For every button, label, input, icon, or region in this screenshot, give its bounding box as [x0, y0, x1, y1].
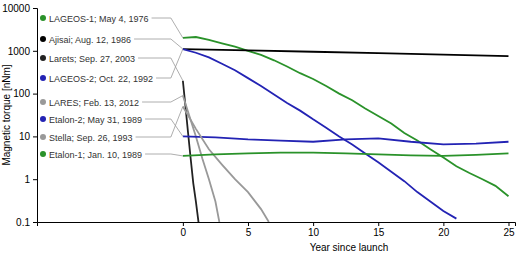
series-line [183, 49, 509, 56]
y-tick: 1 [24, 174, 37, 185]
legend-leader [136, 106, 183, 137]
legend-marker [40, 134, 46, 140]
x-tick: 20 [438, 222, 450, 238]
legend-leader [134, 39, 183, 49]
x-tick: 15 [373, 222, 385, 238]
y-tick-mark [33, 94, 37, 95]
x-tick-label: 20 [438, 227, 450, 238]
x-tick-mark [313, 222, 314, 226]
y-tick-mark [33, 136, 37, 137]
series-group [183, 37, 509, 222]
x-axis: 0 5 10 15 20 25 [38, 222, 516, 238]
series-line [183, 136, 509, 144]
x-tick-label: 25 [503, 227, 515, 238]
chart: 0 5 10 15 20 25 0.1 1 10 100 1000 10000 LAGEOS-1; Ma… [0, 0, 523, 255]
y-tick: 1000 [8, 46, 37, 57]
y-tick-label: 10 [19, 131, 31, 142]
legend-marker [40, 55, 46, 61]
y-tick-label: 1000 [8, 46, 31, 57]
legend-label: LARES; Feb. 13, 2012 [49, 98, 139, 108]
legend-item: Etalon-1; Jan. 10, 1989 [40, 150, 183, 160]
y-tick-label: 0.1 [16, 217, 30, 228]
legend-leader [142, 96, 183, 102]
y-axis-line [33, 9, 38, 223]
y-tick-label: 10000 [2, 3, 30, 14]
legend-leader [152, 18, 183, 38]
x-tick-mark [248, 222, 249, 226]
y-tick-mark [33, 51, 37, 52]
series-line [183, 49, 457, 219]
series-line [183, 37, 509, 196]
y-tick: 10 [19, 131, 37, 142]
x-tick-label: 5 [246, 227, 252, 238]
y-axis-title: Magnetic torque [nNm] [1, 64, 12, 165]
legend-marker [40, 99, 46, 105]
legend-marker [40, 151, 46, 157]
y-tick: 10000 [2, 3, 37, 14]
x-tick-mark [183, 222, 184, 226]
y-tick-label: 100 [13, 88, 30, 99]
legend-item: Stella; Sep. 26, 1993 [40, 106, 183, 142]
x-tick-label: 15 [373, 227, 385, 238]
series-line [183, 153, 509, 156]
legend-label: Larets; Sep. 27, 2003 [49, 54, 135, 64]
legend-label: Stella; Sep. 26, 1993 [49, 133, 133, 143]
legend: LAGEOS-1; May 4, 1976 Ajisai; Aug. 12, 19… [40, 14, 183, 160]
legend-marker [40, 75, 46, 81]
y-tick-mark [33, 8, 37, 9]
legend-label: Etalon-2; May 31, 1989 [49, 115, 142, 125]
legend-label: Ajisai; Aug. 12, 1986 [49, 35, 131, 45]
x-tick-label: 10 [308, 227, 320, 238]
y-tick: 0.1 [16, 217, 37, 228]
y-tick: 100 [13, 88, 37, 99]
legend-marker [40, 36, 46, 42]
y-tick-label: 1 [24, 174, 30, 185]
x-tick: 25 [503, 222, 515, 238]
x-tick: 0 [181, 222, 187, 238]
x-axis-line [38, 223, 516, 227]
x-tick-mark [378, 222, 379, 226]
x-tick: 10 [308, 222, 320, 238]
series-line [183, 106, 269, 222]
legend-label: Etalon-1; Jan. 10, 1989 [49, 150, 142, 160]
legend-marker [40, 15, 46, 21]
x-tick: 5 [246, 222, 252, 238]
y-tick-mark [33, 222, 37, 223]
legend-leader [145, 154, 183, 156]
plot: 0 5 10 15 20 25 0.1 1 10 100 1000 10000 LAGEOS-1; Ma… [2, 3, 515, 238]
x-tick-mark [508, 222, 509, 226]
legend-item: Ajisai; Aug. 12, 1986 [40, 35, 183, 50]
legend-label: LAGEOS-1; May 4, 1976 [49, 14, 149, 24]
legend-item: LARES; Feb. 13, 2012 [40, 96, 183, 108]
x-axis-title: Year since launch [310, 242, 389, 253]
x-tick-label: 0 [181, 227, 187, 238]
y-tick-mark [33, 179, 37, 180]
legend-label: LAGEOS-2; Oct. 22, 1992 [49, 74, 153, 84]
legend-leader [156, 49, 183, 78]
legend-marker [40, 116, 46, 122]
legend-item: LAGEOS-2; Oct. 22, 1992 [40, 49, 183, 83]
x-tick-mark [443, 222, 444, 226]
